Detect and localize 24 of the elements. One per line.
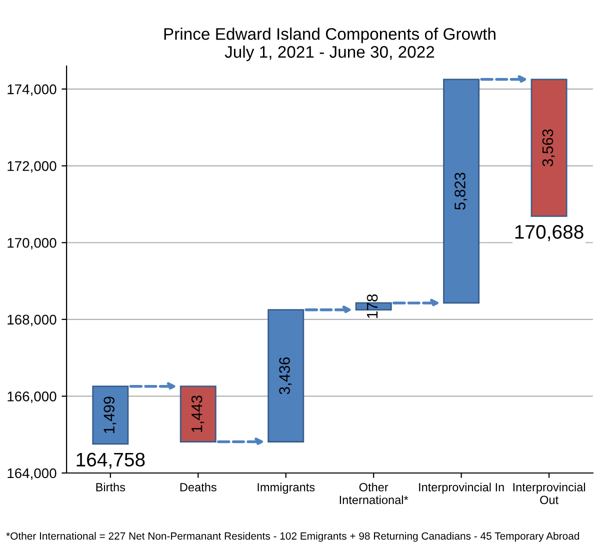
data-label: 5,823 [454, 172, 468, 210]
x-tick-label: Immigrants [258, 482, 315, 494]
y-tick-label: 174,000 [8, 84, 56, 96]
data-label: 3,436 [279, 357, 292, 394]
x-tick-label: Interprovincial In [419, 482, 504, 494]
y-tick-label: 166,000 [8, 392, 56, 404]
bar [530, 78, 568, 217]
x-tick-label: Births [96, 482, 126, 492]
data-label: 1,499 [104, 396, 116, 434]
y-tick-label: 170,000 [8, 238, 56, 250]
x-tick-label: Deaths [180, 482, 216, 492]
text: *Other International = 227 Net Non-Permanant Residents - 102 Emigrants + 98 Returning Canadians - 45 Temporary Abroad [6, 532, 580, 542]
y-tick-label: 172,000 [8, 161, 56, 173]
data-label: 3,563 [542, 129, 555, 166]
x-tick-label: Other International* [340, 482, 408, 504]
y-tick-label: 164,000 [8, 468, 56, 480]
annotation: 170,688 [515, 225, 584, 242]
annotation: 164,758 [76, 452, 145, 469]
data-label: 178 [366, 294, 378, 318]
bar [180, 386, 216, 442]
y-tick-label: 168,000 [8, 314, 56, 326]
x-tick-label: Interprovincial Out [513, 482, 585, 504]
data-label: 1,443 [191, 396, 204, 432]
chart-title: Prince Edward Island Components of Growth July 1, 2021 - June 30, 2022 [164, 28, 496, 62]
